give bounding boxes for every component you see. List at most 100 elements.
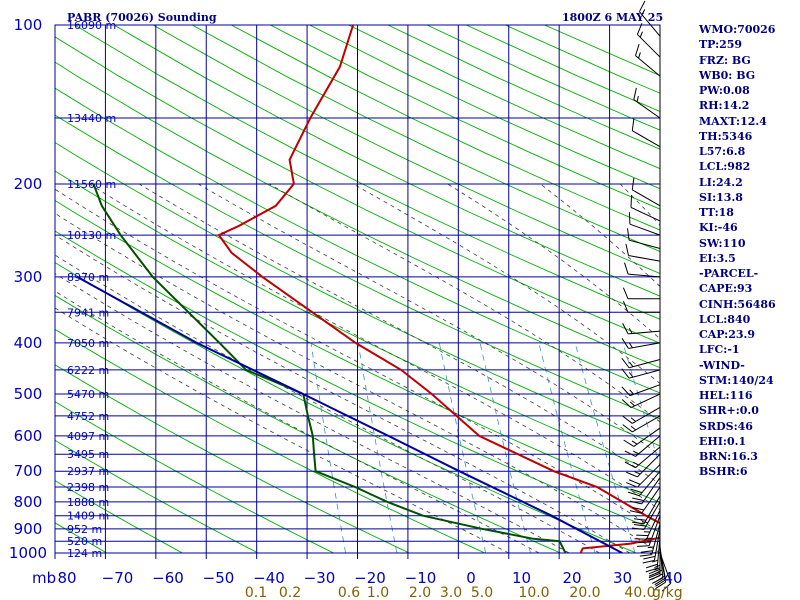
pressure-label: 900: [14, 520, 43, 538]
background-lines: [55, 25, 660, 553]
barb-shaft: [633, 99, 661, 119]
wind-barb: [622, 323, 661, 335]
pressure-label: 1000: [9, 544, 47, 562]
wind-barb: [639, 523, 661, 557]
unit-label: mb: [32, 569, 56, 587]
moist-adiabat: [447, 183, 660, 340]
dry-adiabat: [55, 328, 486, 553]
barb-flag: [655, 581, 666, 590]
height-label: 10130 m: [67, 229, 116, 242]
stat-item: CAPE:93: [699, 282, 753, 296]
mixing-ratio-label: 0.6: [338, 585, 360, 600]
wind-barb: [631, 177, 661, 207]
height-label: 16090 m: [67, 19, 116, 32]
mixing-ratio-label: 0.2: [279, 585, 301, 600]
pressure-label: 200: [14, 175, 43, 193]
temperature-line: [217, 25, 660, 553]
stat-item: SHR+:0.0: [699, 404, 759, 418]
wind-barb: [621, 338, 661, 349]
barb-flag: [622, 424, 633, 433]
barb-flag: [632, 461, 639, 466]
height-label: 3495 m: [67, 448, 109, 461]
barb-flag: [621, 357, 630, 369]
height-label: 124 m: [67, 547, 102, 560]
barb-shaft: [629, 223, 661, 236]
dry-adiabat: [55, 36, 660, 344]
height-label: 5470 m: [67, 388, 109, 401]
stats-panel: WMO:70026 TP:259 FRZ: BG WB0: BG PW:0.08 RH:1…: [699, 22, 776, 480]
barb-flag: [638, 0, 646, 12]
dewpoint-line: [92, 183, 567, 553]
barb-flag: [636, 23, 643, 35]
dry-adiabat: [74, 25, 660, 320]
barb-flag: [632, 497, 645, 502]
x-tick-label: 10: [512, 569, 531, 587]
barb-flag: [639, 31, 643, 38]
stat-item: KI:-46: [699, 221, 738, 235]
mixing-ratio-label: 1.0: [367, 585, 389, 600]
barb-shaft: [632, 406, 661, 424]
barb-flag: [627, 228, 630, 241]
pressure-label: 800: [14, 493, 43, 511]
wind-barb: [634, 510, 661, 540]
wind-barb: [627, 470, 661, 497]
wind-barb: [626, 464, 661, 488]
x-tick-label: −60: [152, 569, 184, 587]
barb-flag: [642, 559, 655, 564]
height-label: 11560 m: [67, 178, 116, 191]
barb-shaft: [643, 501, 661, 530]
stat-item: WMO:70026: [699, 23, 776, 36]
stat-item: SI:13.8: [699, 190, 743, 204]
barb-shaft: [635, 435, 661, 457]
barb-shaft: [641, 477, 661, 505]
mixing-ratio-label: 10.0: [518, 585, 549, 600]
stat-item: EHI:0.1: [699, 434, 747, 448]
dry-adiabat: [55, 61, 660, 369]
wind-barb: [635, 44, 661, 77]
wind-barb: [636, 23, 661, 58]
wind-barb: [648, 543, 661, 581]
stat-item: LI:24.2: [699, 175, 743, 189]
stat-item: EI:3.5: [699, 251, 736, 265]
dry-adiabat: [55, 401, 335, 553]
barb-flag: [635, 44, 640, 56]
stat-item: SW:110: [699, 236, 746, 250]
barb-flag: [652, 559, 659, 563]
height-label: 4097 m: [67, 430, 109, 443]
height-label: 1409 m: [67, 510, 109, 523]
dry-adiabat: [55, 230, 660, 533]
barb-shaft: [628, 369, 661, 379]
barb-flag: [634, 471, 641, 475]
barb-flag: [654, 567, 661, 571]
barb-shaft: [637, 464, 661, 488]
stat-item: MAXT:12.4: [699, 114, 767, 128]
barb-flag: [628, 328, 633, 334]
x-tick-label: 80: [57, 569, 76, 587]
barb-flag: [632, 506, 645, 511]
stat-item: LFC:-1: [699, 343, 740, 357]
barb-flag: [624, 461, 636, 469]
height-label: 8970 m: [67, 271, 109, 284]
barb-flag: [637, 545, 650, 547]
barb-flag: [629, 389, 635, 395]
dry-adiabat: [55, 114, 660, 420]
stat-item: L57:6.8: [699, 145, 746, 158]
dry-adiabat: [55, 170, 660, 475]
dry-adiabat: [55, 364, 411, 553]
barb-shaft: [643, 495, 661, 524]
barb-shaft: [635, 446, 661, 469]
barb-flag: [648, 575, 661, 581]
barb-shaft: [632, 415, 661, 433]
barb-flag: [632, 527, 645, 531]
station-title: PABR (70026) Sounding: [67, 11, 217, 24]
wind-barb: [626, 453, 661, 478]
x-tick-label: 20: [562, 569, 581, 587]
barb-flag: [628, 479, 641, 485]
barb-flag: [626, 471, 638, 478]
stat-item: RH:14.2: [699, 99, 750, 113]
barb-shaft: [641, 486, 661, 514]
barb-flag: [629, 401, 635, 407]
mixing-ratio-unit: g/kg: [652, 585, 683, 600]
wind-barb: [624, 262, 661, 278]
stat-item: SRDS:46: [699, 419, 753, 433]
